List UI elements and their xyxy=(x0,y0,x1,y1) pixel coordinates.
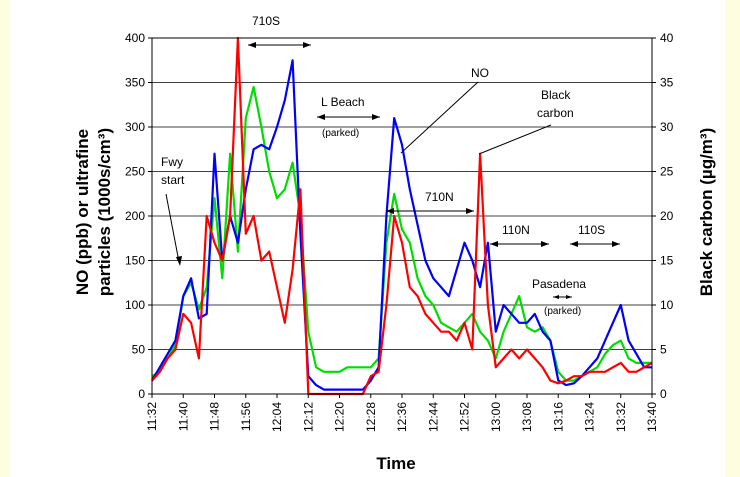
x-tick-label: 11:40 xyxy=(176,402,190,431)
x-tick-label: 11:48 xyxy=(208,402,222,431)
x-tick-label: 13:16 xyxy=(551,402,565,432)
label-lbeach-parked: (parked) xyxy=(322,128,359,139)
x-tick-label: 12:28 xyxy=(364,402,378,432)
x-axis-title: Time xyxy=(376,454,415,473)
x-tick-label: 11:32 xyxy=(145,402,159,431)
y-right-tick-label: 30 xyxy=(660,120,674,134)
y-right-tick-label: 10 xyxy=(660,298,674,312)
arrowhead xyxy=(553,295,559,299)
x-tick-label: 11:56 xyxy=(239,402,253,431)
x-tick-label: 13:24 xyxy=(583,402,597,432)
pointer-fwy-start xyxy=(165,193,180,263)
arrowhead xyxy=(248,42,256,48)
arrowhead xyxy=(541,241,549,247)
label-carbon: carbon xyxy=(537,106,574,120)
x-tick-label: 13:32 xyxy=(614,402,628,432)
arrowhead xyxy=(466,208,474,214)
y-right-tick-label: 25 xyxy=(660,165,674,179)
x-tick-label: 12:44 xyxy=(426,402,440,432)
annotation-text-layer: 710S L Beach (parked) Fwy start NO Black… xyxy=(161,14,605,317)
y-axis-left-title-line1: NO (ppb) or ultrafine xyxy=(73,129,92,295)
x-tick-label: 13:08 xyxy=(520,402,534,432)
y-right-tick-label: 35 xyxy=(660,76,674,90)
y-left-tick-label: 100 xyxy=(125,298,145,312)
label-710s: 710S xyxy=(252,14,280,28)
arrowhead xyxy=(372,114,380,120)
y-left-tick-label: 0 xyxy=(138,387,145,401)
y-left-tick-label: 400 xyxy=(125,31,145,45)
y-right-tick-label: 5 xyxy=(660,343,667,357)
y-left-tick-label: 200 xyxy=(125,209,145,223)
y-left-tick-label: 150 xyxy=(125,254,145,268)
y-right-tick-label: 20 xyxy=(660,209,674,223)
label-start: start xyxy=(161,173,185,187)
label-110n: 110N xyxy=(502,223,530,237)
annotation-layer xyxy=(165,42,620,299)
series-line-black-carbon xyxy=(151,36,653,396)
y-right-tick-label: 0 xyxy=(660,387,667,401)
label-lbeach: L Beach xyxy=(321,95,365,109)
arrowhead xyxy=(386,208,394,214)
y-left-tick-label: 350 xyxy=(125,76,145,90)
arrowhead xyxy=(317,114,325,120)
x-tick-label: 12:20 xyxy=(333,402,347,432)
series-line-ultrafine-particles xyxy=(151,85,652,382)
arrowhead xyxy=(570,241,578,247)
series-layer xyxy=(151,36,653,396)
arrowhead xyxy=(176,256,182,266)
label-110s: 110S xyxy=(578,223,605,237)
arrowhead xyxy=(612,241,620,247)
y-left-tick-label: 300 xyxy=(125,120,145,134)
tick-layer: 0 50 100 150 200 250 300 350 400 0 5 10 15 20 25 30 35 40… xyxy=(125,31,674,432)
label-black: Black xyxy=(541,88,571,102)
y-right-tick-label: 40 xyxy=(660,31,674,45)
y-axis-left-title-line2: particles (1000s/cm³) xyxy=(95,128,114,296)
pointer-no xyxy=(400,81,479,154)
y-left-tick-label: 50 xyxy=(132,343,146,357)
y-left-tick-label: 250 xyxy=(125,165,145,179)
pointer-black-carbon xyxy=(478,124,552,155)
label-pasadena: Pasadena xyxy=(532,277,586,291)
arrowhead xyxy=(490,241,498,247)
arrowhead xyxy=(303,42,311,48)
label-no: NO xyxy=(471,66,489,80)
label-fwy: Fwy xyxy=(161,155,183,169)
x-tick-label: 12:04 xyxy=(270,402,284,432)
label-pasadena-parked: (parked) xyxy=(544,306,581,317)
y-axis-right-title: Black carbon (µg/m³) xyxy=(697,128,716,297)
arrowhead xyxy=(566,295,572,299)
figure-background xyxy=(10,0,725,477)
label-710n: 710N xyxy=(425,190,454,204)
y-right-tick-label: 15 xyxy=(660,254,674,268)
series-line-no xyxy=(151,59,652,391)
x-tick-label: 13:00 xyxy=(489,402,503,432)
x-tick-label: 12:12 xyxy=(301,402,315,432)
x-tick-label: 13:40 xyxy=(645,402,659,432)
x-tick-label: 12:52 xyxy=(458,402,472,432)
x-tick-label: 12:36 xyxy=(395,402,409,432)
